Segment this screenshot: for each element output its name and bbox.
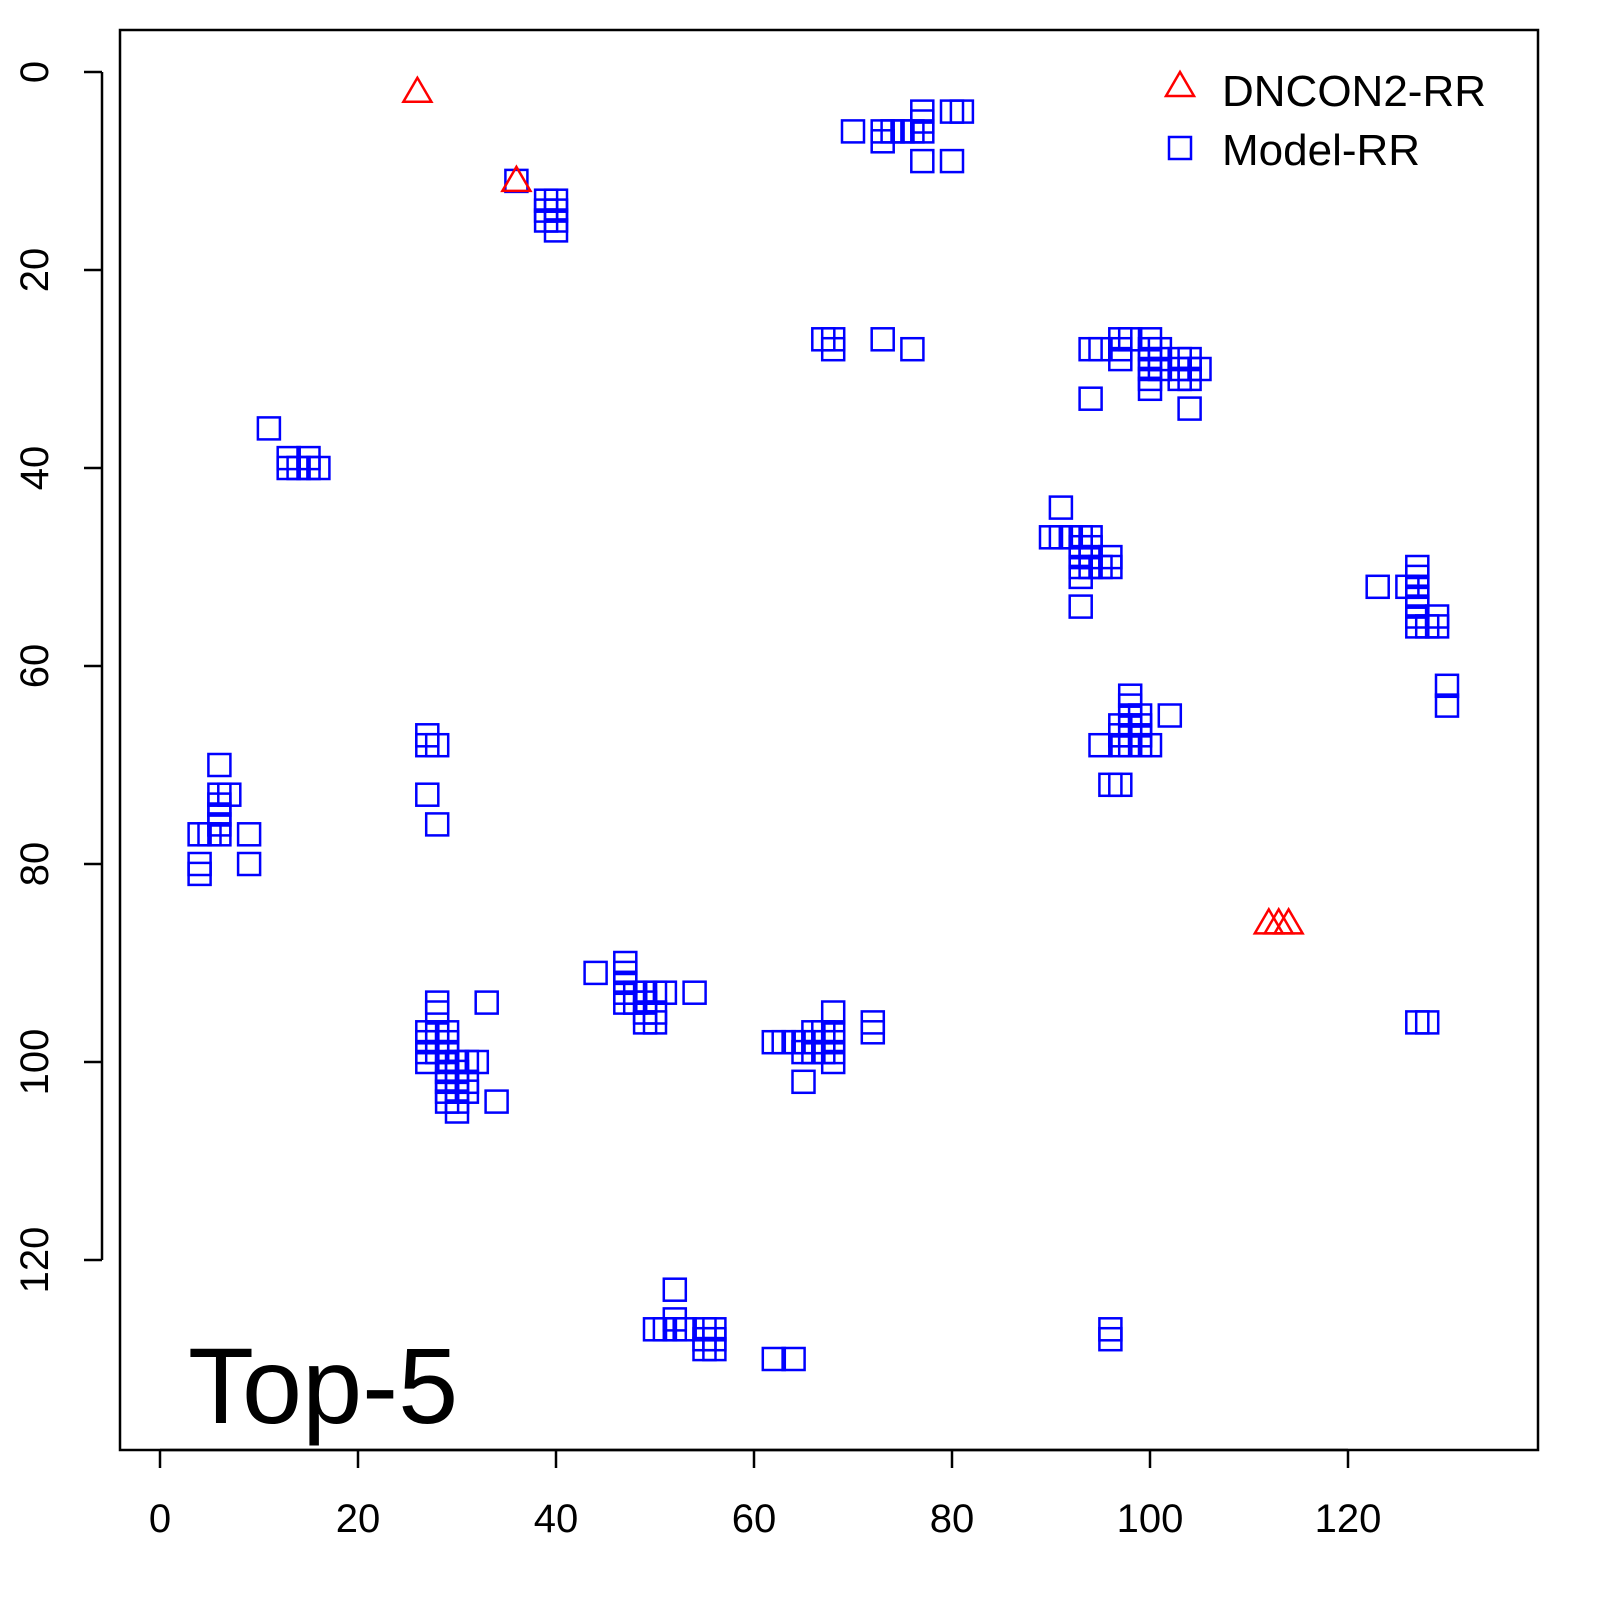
model-rr-point xyxy=(1424,614,1450,639)
dncon2-rr-point xyxy=(1272,906,1305,935)
x-tick-label: 100 xyxy=(1117,1497,1184,1541)
model-rr-point xyxy=(791,1069,816,1095)
model-rr-point xyxy=(910,148,935,174)
model-rr-point xyxy=(207,752,232,778)
x-tick-label: 80 xyxy=(930,1497,975,1541)
model-rr-point xyxy=(444,1099,470,1124)
y-axis: 0 20 40 60 80 100 120 xyxy=(13,61,104,1294)
model-rr-point xyxy=(1068,594,1093,619)
model-rr-point xyxy=(939,148,965,174)
model-rr-point xyxy=(662,1277,688,1302)
model-rr-point xyxy=(1365,574,1390,600)
model-rr-point xyxy=(820,1049,846,1075)
dncon2-rr-point xyxy=(1262,906,1295,935)
legend-triangle-marker xyxy=(1163,69,1197,98)
legend-square-marker xyxy=(1167,135,1193,161)
model-rr-point xyxy=(1157,703,1183,728)
model-rr-point xyxy=(781,1346,806,1372)
dncon2-rr-point xyxy=(401,75,434,104)
model-rr-point xyxy=(306,455,331,481)
model-rr-point xyxy=(761,1346,787,1372)
y-tick-label: 100 xyxy=(13,1029,57,1096)
model-rr-point xyxy=(583,960,608,986)
model-rr-point xyxy=(1177,396,1202,421)
model-rr-point xyxy=(1187,356,1212,382)
model-rr-point xyxy=(1434,693,1460,718)
model-rr-point xyxy=(949,99,975,124)
y-tick-label: 60 xyxy=(13,644,57,689)
dncon2-rr-point xyxy=(1252,906,1285,935)
model-rr-point xyxy=(474,990,499,1015)
x-tick-label: 40 xyxy=(534,1497,579,1541)
model-rr-point xyxy=(642,1010,668,1035)
model-rr-point xyxy=(1048,495,1074,520)
panel-label: Top-5 xyxy=(188,1325,458,1446)
x-tick-label: 20 xyxy=(336,1497,381,1541)
model-rr-point xyxy=(1078,386,1103,411)
model-rr-point xyxy=(820,336,846,362)
legend-label-dncon2-rr: DNCON2-RR xyxy=(1222,67,1486,116)
model-rr-point xyxy=(484,1089,509,1114)
model-rr-point xyxy=(424,812,450,837)
model-rr-point xyxy=(900,336,925,362)
x-tick-label: 60 xyxy=(732,1497,777,1541)
model-rr-point xyxy=(256,416,282,441)
x-axis: 0 20 40 60 80 100 120 xyxy=(149,1448,1382,1541)
model-rr-point xyxy=(1108,772,1133,798)
model-rr-point xyxy=(1098,554,1123,580)
model-rr-point xyxy=(820,1000,846,1025)
model-rr-point xyxy=(840,119,866,144)
model-rr-point xyxy=(187,822,212,847)
model-rr-point xyxy=(236,822,262,847)
y-tick-label: 120 xyxy=(13,1227,57,1294)
y-tick-label: 80 xyxy=(13,842,57,887)
model-rr-point xyxy=(910,119,935,144)
y-tick-label: 40 xyxy=(13,446,57,491)
model-rr-point xyxy=(1088,732,1113,758)
y-tick-label: 0 xyxy=(13,61,57,83)
model-rr-point xyxy=(187,861,212,887)
y-tick-label: 20 xyxy=(13,248,57,293)
legend: DNCON2-RR Model-RR xyxy=(1163,67,1486,175)
model-rr-point xyxy=(1414,1010,1440,1035)
model-rr-point xyxy=(1434,673,1460,699)
x-tick-label: 0 xyxy=(149,1497,171,1541)
model-rr-point xyxy=(1137,732,1163,758)
legend-label-model-rr: Model-RR xyxy=(1222,126,1420,175)
model-rr-point xyxy=(1098,1326,1123,1352)
dncon2-rr-point xyxy=(500,164,533,193)
model-rr-point xyxy=(682,980,707,1005)
model-rr-point xyxy=(424,732,450,758)
model-rr-point xyxy=(236,851,262,877)
model-rr-point xyxy=(860,1020,886,1045)
model-rr-point xyxy=(870,327,895,352)
model-rr-point xyxy=(702,1336,727,1362)
data-points xyxy=(187,75,1460,1372)
x-tick-label: 120 xyxy=(1315,1497,1382,1541)
model-rr-point xyxy=(415,782,440,807)
model-rr-point xyxy=(543,218,569,243)
plot-frame xyxy=(118,28,1540,1452)
